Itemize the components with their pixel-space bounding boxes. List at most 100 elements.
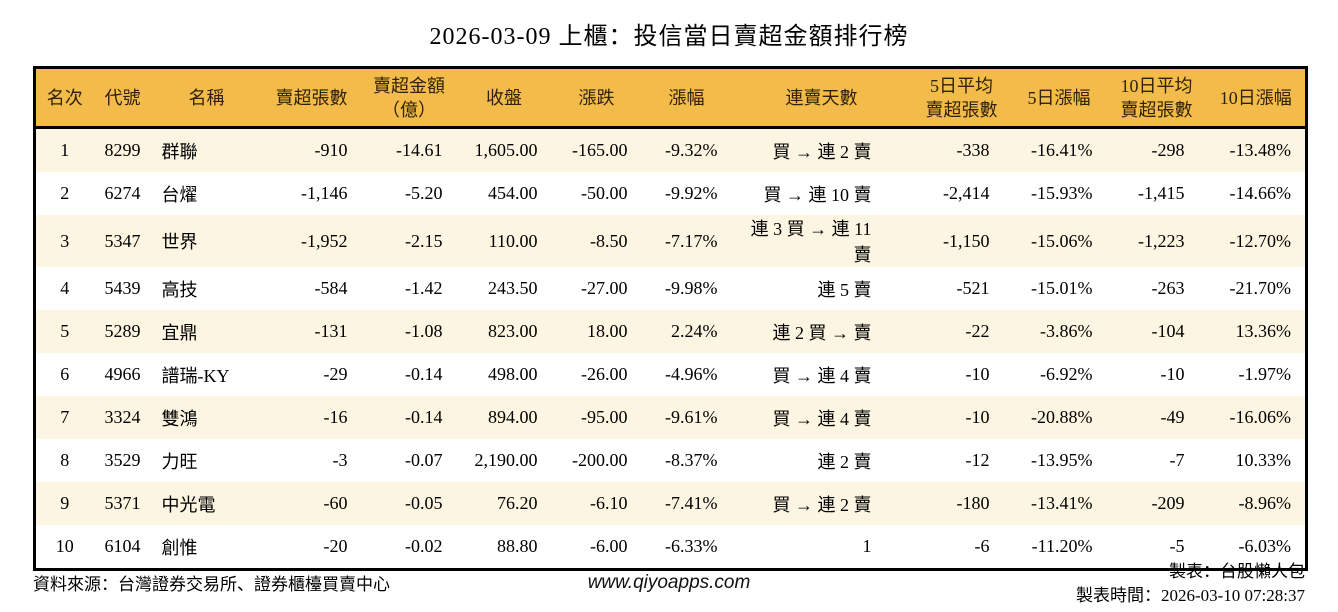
cell-rank: 7 [60,407,70,427]
made-at-label: 製表時間：2026-03-10 07:28:37 [1075,586,1305,605]
cell-pct10: -13.48% [1229,140,1292,160]
cell-close: 454.00 [488,183,538,203]
cell-close: 243.50 [488,278,538,298]
header-pct10: 10日漲幅 [1206,67,1307,129]
cell-avg5: -2,414 [943,183,990,203]
cell-change: 18.00 [587,321,628,341]
cell-sell-volume: -131 [314,321,348,341]
cell-avg5: -10 [965,364,990,384]
cell-avg5: -22 [965,321,990,341]
cell-change-pct: -4.96% [665,364,718,384]
header-code: 代號 [93,67,152,129]
table-row: 4 5439 高技 -584 -1.42 243.50 -27.00 -9.98% 連 5 賣 -… [34,267,1307,310]
cell-pct5: -6.92% [1040,364,1093,384]
cell-sell-volume: -584 [314,278,348,298]
cell-change: -50.00 [581,183,628,203]
cell-sell-amount: -0.14 [405,364,443,384]
cell-pct5: -16.41% [1031,140,1093,160]
cell-streak: 連 5 賣 [817,279,872,300]
header-change-pct: 漲幅 [641,67,732,129]
cell-pct5: -15.93% [1031,183,1093,203]
cell-pct10: 10.33% [1235,450,1292,470]
cell-rank: 5 [60,321,70,341]
cell-rank: 8 [60,450,70,470]
cell-name: 中光電 [161,494,216,515]
cell-sell-amount: -2.15 [405,230,443,251]
cell-avg10: -1,415 [1138,183,1185,203]
cell-change: -200.00 [572,450,628,470]
header-name: 名稱 [151,67,262,129]
cell-close: 498.00 [488,364,538,384]
cell-close: 88.80 [497,536,538,556]
table-header-row: 名次 代號 名稱 賣超張數 賣超金額 （億） 收盤 漲跌 漲幅 連賣天數 5日平… [34,67,1307,129]
header-sell-amount: 賣超金額 （億） [361,67,457,129]
cell-streak: 連 2 買 → 賣 [772,322,872,343]
cell-pct5: -13.41% [1031,493,1093,513]
cell-avg10: -209 [1151,493,1185,513]
cell-change-pct: -7.17% [665,230,718,251]
cell-change-pct: -9.61% [665,407,718,427]
cell-code: 5289 [104,321,141,341]
cell-name: 群聯 [161,141,198,162]
cell-sell-volume: -1,952 [301,230,348,251]
cell-avg10: -10 [1160,364,1185,384]
cell-streak: 連 3 買 → 連 11 賣 [750,219,872,265]
cell-rank: 6 [60,364,70,384]
maker-label: 製表：台股懶人包 [1169,562,1305,581]
cell-avg5: -521 [956,278,990,298]
cell-rank: 3 [60,230,70,251]
table-body: 1 8299 群聯 -910 -14.61 1,605.00 -165.00 -9.32% 買 … [34,127,1307,570]
cell-avg5: -10 [965,407,990,427]
table-row: 9 5371 中光電 -60 -0.05 76.20 -6.10 -7.41% 買 → 連 2 … [34,482,1307,525]
cell-avg10: -1,223 [1138,230,1185,251]
cell-streak: 買 → 連 2 賣 [772,494,872,515]
cell-streak: 買 → 連 4 賣 [772,365,872,386]
cell-avg5: -6 [974,536,990,556]
table-row: 10 6104 創惟 -20 -0.02 88.80 -6.00 -6.33% 1 -6 -11.2… [34,525,1307,570]
cell-sell-amount: -0.14 [405,407,443,427]
cell-code: 6104 [104,536,141,556]
cell-change: -95.00 [581,407,628,427]
website-watermark: www.qiyoapps.com [587,572,751,593]
cell-change: -6.00 [590,536,628,556]
cell-avg10: -263 [1151,278,1185,298]
cell-rank: 9 [60,493,70,513]
data-source-note: 資料來源：台灣證券交易所、證券櫃檯買賣中心 [33,575,390,594]
page-title: 2026-03-09 上櫃：投信當日賣超金額排行榜 [429,24,909,50]
header-pct5: 5日漲幅 [1011,67,1107,129]
header-streak: 連賣天數 [731,67,912,129]
cell-code: 3324 [104,407,141,427]
cell-change: -26.00 [581,364,628,384]
cell-avg5: -1,150 [943,230,990,251]
cell-rank: 10 [55,536,74,556]
cell-avg5: -12 [965,450,990,470]
table-row: 6 4966 譜瑞-KY -29 -0.14 498.00 -26.00 -4.96% 買 → … [34,353,1307,396]
cell-code: 4966 [104,364,141,384]
cell-name: 宜鼎 [161,322,198,343]
cell-name: 高技 [161,279,198,300]
cell-rank: 2 [60,183,70,203]
cell-sell-volume: -910 [314,140,348,160]
cell-sell-amount: -0.07 [405,450,443,470]
cell-sell-amount: -5.20 [405,183,443,203]
cell-name: 世界 [161,232,198,252]
cell-pct10: -12.70% [1229,230,1292,251]
cell-code: 6274 [104,183,141,203]
cell-streak: 買 → 連 4 賣 [772,408,872,429]
table-row: 3 5347 世界 -1,952 -2.15 110.00 -8.50 -7.17% 連 3 買… [34,215,1307,267]
cell-pct10: -21.70% [1229,278,1292,298]
cell-close: 2,190.00 [474,450,538,470]
header-rank: 名次 [34,67,94,129]
cell-rank: 1 [60,140,70,160]
cell-pct5: -15.01% [1031,278,1093,298]
cell-sell-volume: -20 [323,536,348,556]
cell-streak: 1 [862,536,872,556]
cell-pct10: 13.36% [1235,321,1292,341]
cell-pct5: -20.88% [1031,407,1093,427]
cell-pct10: -6.03% [1238,536,1292,556]
cell-code: 5371 [104,493,141,513]
cell-close: 894.00 [488,407,538,427]
cell-close: 110.00 [488,230,538,251]
cell-change: -165.00 [572,140,628,160]
